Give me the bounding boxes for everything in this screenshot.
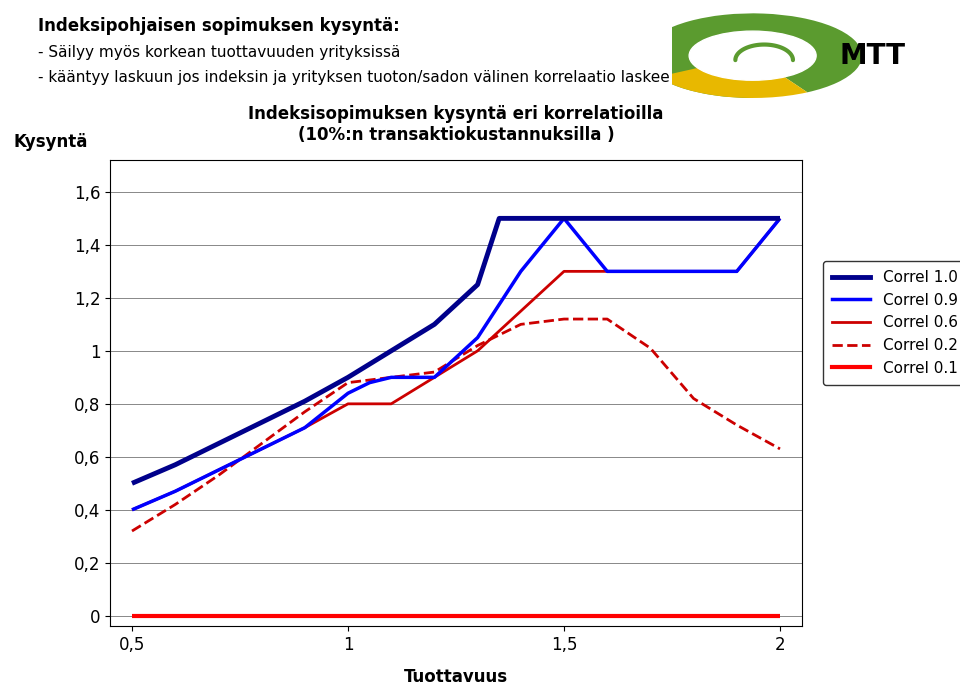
Wedge shape — [643, 13, 862, 98]
Text: Indeksipohjaisen sopimuksen kysyntä:: Indeksipohjaisen sopimuksen kysyntä: — [38, 17, 400, 35]
X-axis label: Tuottavuus: Tuottavuus — [404, 668, 508, 686]
Legend: Correl 1.0, Correl 0.9, Correl 0.6, Correl 0.2, Correl 0.1: Correl 1.0, Correl 0.9, Correl 0.6, Corr… — [823, 261, 960, 385]
Text: - kääntyy laskuun jos indeksin ja yrityksen tuoton/sadon välinen korrelaatio las: - kääntyy laskuun jos indeksin ja yrityk… — [38, 70, 670, 85]
Title: Indeksisopimuksen kysyntä eri korrelatioilla
(10%:n transaktiokustannuksilla ): Indeksisopimuksen kysyntä eri korrelatio… — [249, 105, 663, 143]
Text: Kysyntä: Kysyntä — [13, 133, 88, 151]
Circle shape — [689, 31, 816, 80]
Text: MTT: MTT — [839, 42, 905, 70]
Text: - Säilyy myös korkean tuottavuuden yrityksissä: - Säilyy myös korkean tuottavuuden yrity… — [38, 45, 400, 61]
Wedge shape — [658, 56, 807, 98]
